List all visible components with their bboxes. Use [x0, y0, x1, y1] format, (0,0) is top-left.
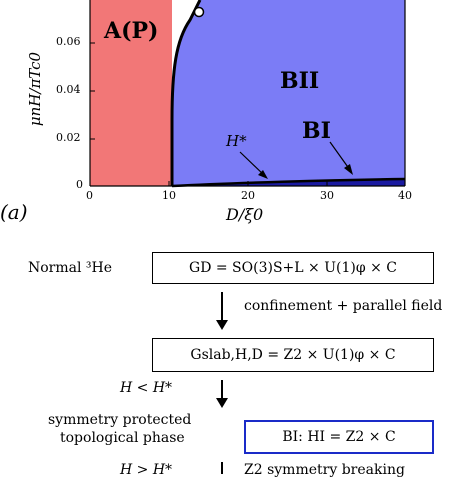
flow-arrowhead-1	[216, 320, 228, 330]
symmetry-box-bi-text: BI: HI = Z2 × C	[282, 429, 396, 445]
region-bi-label: BI	[302, 118, 331, 144]
y-tick-label: 0.02	[56, 131, 81, 144]
symmetry-box-gd: GD = SO(3)S+L × U(1)φ × C	[152, 252, 434, 284]
bi-arrow	[329, 141, 351, 171]
spt-label-line2: topological phase	[60, 430, 185, 446]
symmetry-box-gd-text: GD = SO(3)S+L × U(1)φ × C	[189, 260, 397, 276]
panel-label: (a)	[0, 200, 28, 224]
bi-arrowhead	[344, 164, 353, 175]
y-tick-label: 0	[76, 178, 83, 191]
normal-he-label: Normal ³He	[28, 260, 113, 276]
spt-label-line1: symmetry protected	[48, 412, 192, 428]
critical-point-marker	[193, 6, 205, 18]
z2-breaking-label: Z2 symmetry breaking	[244, 462, 405, 478]
region-a-label: A(P)	[104, 18, 159, 44]
condition-h-lt-hstar: H < H*	[120, 380, 173, 396]
region-bii-label: BII	[280, 68, 320, 94]
h-star-arrowhead	[258, 170, 268, 179]
x-tick-label: 40	[398, 189, 412, 202]
flow-arrowhead-2	[216, 398, 228, 408]
flow-arrow-3	[221, 462, 223, 474]
region-b-fill	[172, 0, 405, 186]
symmetry-flow: Normal ³He GD = SO(3)S+L × U(1)φ × C con…	[0, 240, 474, 478]
symmetry-box-gslab-text: Gslab,H,D = Z2 × U(1)φ × C	[190, 347, 396, 363]
flow-arrow-1	[221, 292, 223, 322]
x-tick-label: 20	[241, 189, 255, 202]
x-tick-label: 30	[320, 189, 334, 202]
y-tick-label: 0.06	[56, 35, 81, 48]
symmetry-box-bi: BI: HI = Z2 × C	[244, 420, 434, 454]
y-tick-label: 0.04	[56, 83, 81, 96]
y-axis-label: μnH/πTc0	[26, 51, 44, 127]
symmetry-box-gslab: Gslab,H,D = Z2 × U(1)φ × C	[152, 338, 434, 372]
confinement-label: confinement + parallel field	[244, 298, 443, 314]
region-a-fill	[90, 0, 172, 186]
h-star-line	[171, 177, 406, 188]
x-tick-label: 10	[162, 189, 176, 202]
h-star-arrow	[239, 151, 266, 177]
phase-diagram-svg	[89, 0, 406, 188]
phase-diagram: 0 10 20 30 40 0 0.02 0.04 0.06 μnH/πTc0 …	[0, 0, 412, 224]
x-tick-label: 0	[86, 189, 93, 202]
flow-arrow-2	[221, 380, 223, 400]
condition-h-gt-hstar: H > H*	[120, 462, 173, 478]
h-star-label: H*	[226, 132, 247, 150]
phase-boundary-line	[170, 0, 202, 186]
x-axis-label: D/ξ0	[226, 205, 264, 224]
